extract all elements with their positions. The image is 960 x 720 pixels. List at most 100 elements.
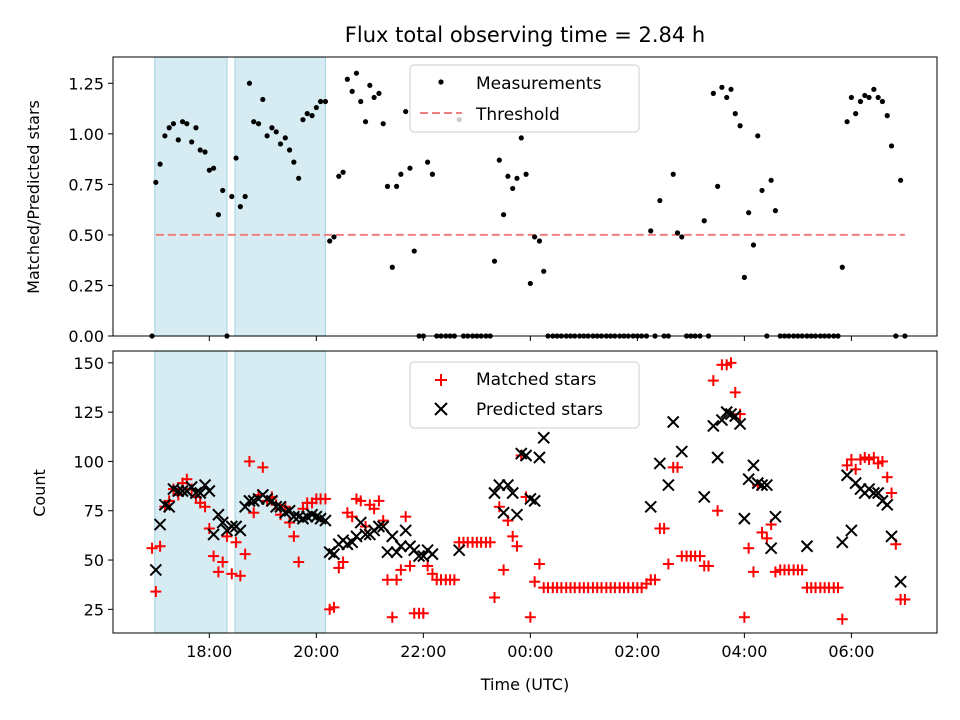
panel-ratio: 0.00 0.25 0.50 0.75 1.00 1.25 Matched/Predict… xyxy=(24,56,938,346)
predicted-star-point xyxy=(417,549,430,563)
predicted-star-point xyxy=(207,528,220,541)
matched-star-point xyxy=(729,386,741,398)
matched-star-point xyxy=(333,562,345,574)
matched-star-point xyxy=(234,570,246,582)
predicted-star-point xyxy=(359,528,372,541)
measurement-point xyxy=(246,80,253,86)
legend-label-measurements: Measurements xyxy=(476,74,602,94)
matched-star-point xyxy=(863,453,875,465)
plot-frame xyxy=(112,56,938,337)
matched-star-point xyxy=(841,459,853,471)
measurement-point xyxy=(220,187,226,194)
matched-star-point xyxy=(533,558,545,570)
measurement-point xyxy=(884,113,890,119)
measurement-point xyxy=(367,82,373,88)
matched-star-point xyxy=(150,586,162,598)
measurement-point xyxy=(313,104,319,111)
measurement-point xyxy=(210,165,217,171)
measurement-point xyxy=(393,183,400,189)
predicted-star-point xyxy=(381,545,394,559)
matched-star-point xyxy=(422,560,434,572)
predicted-star-point xyxy=(488,486,501,500)
measurement-point xyxy=(500,212,507,218)
matched-star-point xyxy=(257,461,269,473)
measurement-point xyxy=(309,113,315,119)
chart-title: Flux total observing time = 2.84 h xyxy=(345,23,705,47)
matched-star-point xyxy=(886,487,898,499)
predicted-star-point xyxy=(269,500,283,513)
y-axis-label: Count xyxy=(30,469,49,517)
measurement-point xyxy=(768,177,774,183)
predicted-star-point xyxy=(510,508,524,521)
matched-star-point xyxy=(489,592,501,604)
measurement-point xyxy=(331,234,337,240)
measurement-point xyxy=(403,108,409,115)
predicted-star-point xyxy=(185,480,198,494)
measurement-point xyxy=(362,119,369,125)
measurement-point xyxy=(888,143,895,149)
x-ticks xyxy=(208,336,852,341)
measurement-point xyxy=(491,258,498,264)
matched-star-point xyxy=(707,375,719,387)
measurement-point xyxy=(844,119,850,125)
matched-star-point xyxy=(662,558,674,570)
measurement-point xyxy=(175,137,181,143)
measurement-point xyxy=(648,228,654,234)
measurement-point xyxy=(411,248,417,254)
matched-star-point xyxy=(391,574,403,586)
matched-star-point xyxy=(221,530,233,542)
matched-star-point xyxy=(208,550,220,562)
measurement-point xyxy=(536,238,543,244)
y-ticks: 25 50 75 100 125 150 xyxy=(73,354,113,619)
measurement-point xyxy=(759,187,765,194)
matched-star-point xyxy=(703,560,715,572)
shaded-interval-2 xyxy=(234,350,327,634)
predicted-star-point xyxy=(287,510,301,523)
measurement-point xyxy=(732,111,738,117)
predicted-star-point xyxy=(715,413,729,427)
measurement-point xyxy=(407,165,413,171)
measurement-point xyxy=(166,125,172,131)
measurement-point xyxy=(349,88,355,94)
predicted-star-point xyxy=(265,494,279,508)
predicted-star-point xyxy=(738,512,751,525)
measurement-point xyxy=(862,92,868,99)
matched-star-point xyxy=(484,536,496,548)
y-tick-label: 0.00 xyxy=(68,327,104,346)
legend-marker-measurements xyxy=(438,79,444,85)
measurement-point xyxy=(179,119,186,125)
matched-star-point xyxy=(498,564,510,576)
predicted-star-point xyxy=(675,445,688,458)
predicted-star-point xyxy=(162,500,176,513)
matched-star-point xyxy=(404,560,416,572)
measurement-point xyxy=(291,159,297,165)
measurement-point xyxy=(523,171,529,177)
predicted-star-point xyxy=(203,484,216,498)
matched-star-point xyxy=(868,451,880,463)
measurement-point xyxy=(358,98,364,105)
plot-frame xyxy=(112,350,938,634)
predicted-star-point xyxy=(711,451,724,464)
matched-star-point xyxy=(337,556,349,568)
matched-star-point xyxy=(743,542,755,554)
x-tick-label: 04:00 xyxy=(721,642,767,661)
measurement-point xyxy=(233,155,239,161)
matched-star-point xyxy=(417,607,429,619)
measurement-point xyxy=(322,98,329,105)
measurement-point xyxy=(327,238,333,244)
matched-star-point xyxy=(230,536,242,548)
predicted-star-point xyxy=(225,520,238,533)
matched-star-point xyxy=(426,568,438,580)
measurement-point xyxy=(866,94,872,101)
predicted-star-point xyxy=(238,500,252,513)
shaded-interval-1 xyxy=(154,56,228,337)
legend-frame xyxy=(409,361,640,429)
measurement-point xyxy=(898,177,904,183)
measurement-point xyxy=(429,171,436,177)
measurement-point xyxy=(657,197,663,204)
predicted-star-point xyxy=(394,540,408,553)
predicted-star-point xyxy=(747,459,760,472)
y-tick-label: 75 xyxy=(84,502,104,521)
matched-star-point xyxy=(761,532,773,544)
measurement-point xyxy=(755,133,761,139)
